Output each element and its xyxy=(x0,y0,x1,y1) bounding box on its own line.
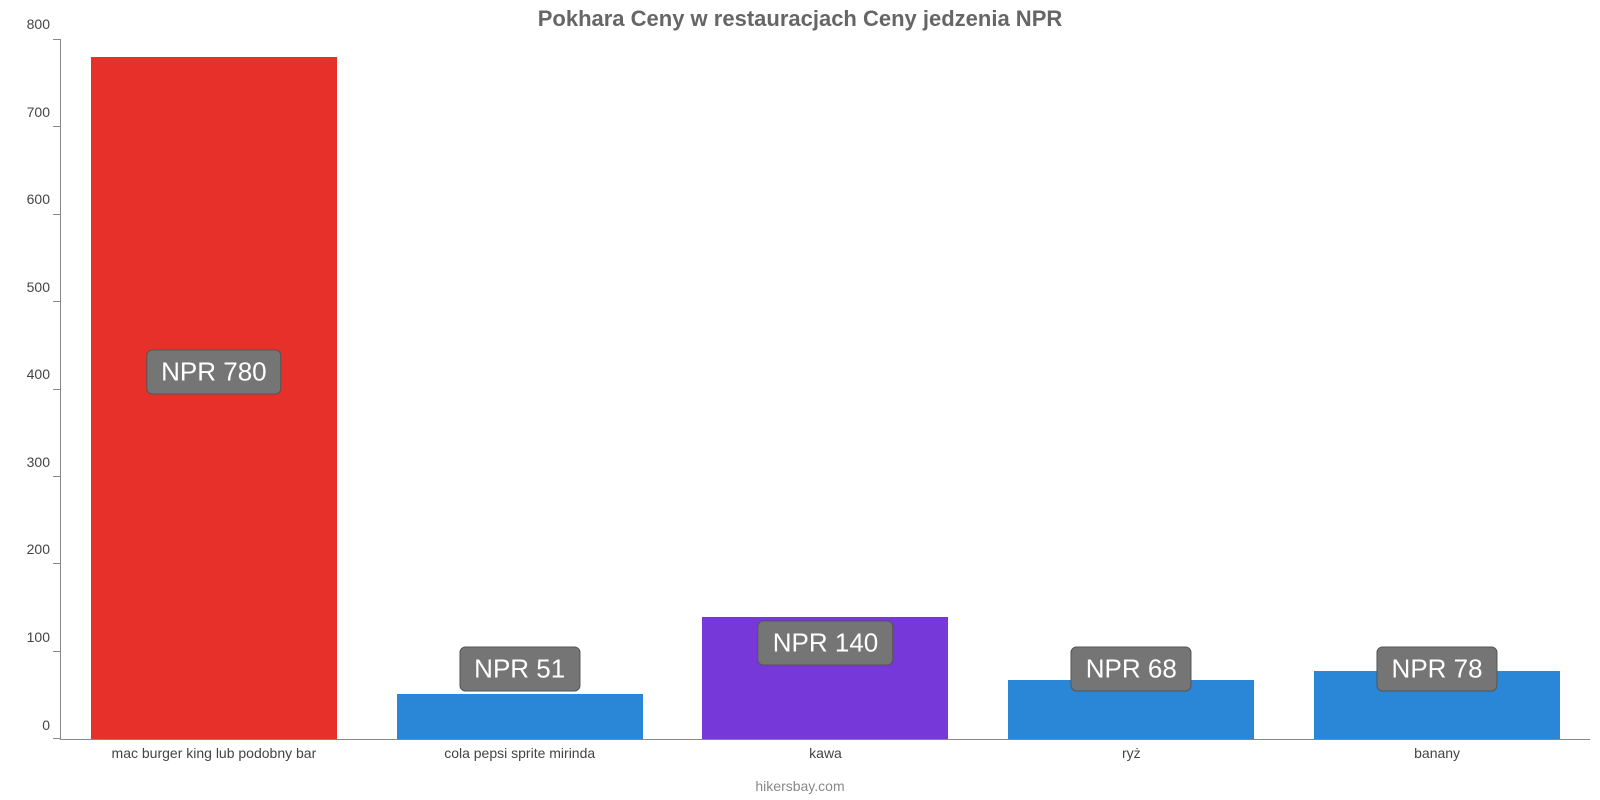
x-label-0: mac burger king lub podobny bar xyxy=(64,745,364,761)
chart-area: NPR 780 NPR 51 NPR 140 NPR 68 NPR 78 mac… xyxy=(60,40,1590,740)
plot-area: NPR 780 NPR 51 NPR 140 NPR 68 NPR 78 mac… xyxy=(60,40,1590,740)
ytick xyxy=(53,389,61,390)
ytick xyxy=(53,39,61,40)
ytick xyxy=(53,738,61,739)
ytick-label: 700 xyxy=(0,104,50,120)
x-label-4: banany xyxy=(1287,745,1587,761)
attribution: hikersbay.com xyxy=(0,778,1600,794)
ytick xyxy=(53,301,61,302)
chart-title: Pokhara Ceny w restauracjach Ceny jedzen… xyxy=(0,0,1600,32)
ytick xyxy=(53,476,61,477)
x-label-1: cola pepsi sprite mirinda xyxy=(370,745,670,761)
value-badge-1: NPR 51 xyxy=(459,647,580,692)
ytick-label: 100 xyxy=(0,629,50,645)
value-badge-2: NPR 140 xyxy=(758,620,894,665)
ytick xyxy=(53,651,61,652)
ytick-label: 500 xyxy=(0,279,50,295)
value-badge-0: NPR 780 xyxy=(146,350,282,395)
bar-0 xyxy=(91,57,337,739)
bar-slot-2: NPR 140 xyxy=(673,40,979,739)
ytick-label: 400 xyxy=(0,366,50,382)
ytick xyxy=(53,214,61,215)
value-badge-4: NPR 78 xyxy=(1377,647,1498,692)
bar-slot-3: NPR 68 xyxy=(978,40,1284,739)
value-badge-3: NPR 68 xyxy=(1071,647,1192,692)
x-label-3: ryż xyxy=(981,745,1281,761)
x-label-2: kawa xyxy=(676,745,976,761)
ytick xyxy=(53,126,61,127)
ytick-label: 800 xyxy=(0,16,50,32)
ytick-label: 300 xyxy=(0,454,50,470)
ytick-label: 200 xyxy=(0,541,50,557)
ytick-label: 0 xyxy=(0,717,50,733)
bar-slot-1: NPR 51 xyxy=(367,40,673,739)
ytick xyxy=(53,563,61,564)
bar-1 xyxy=(397,694,643,739)
bar-slot-0: NPR 780 xyxy=(61,40,367,739)
ytick-label: 600 xyxy=(0,191,50,207)
bar-slot-4: NPR 78 xyxy=(1284,40,1590,739)
